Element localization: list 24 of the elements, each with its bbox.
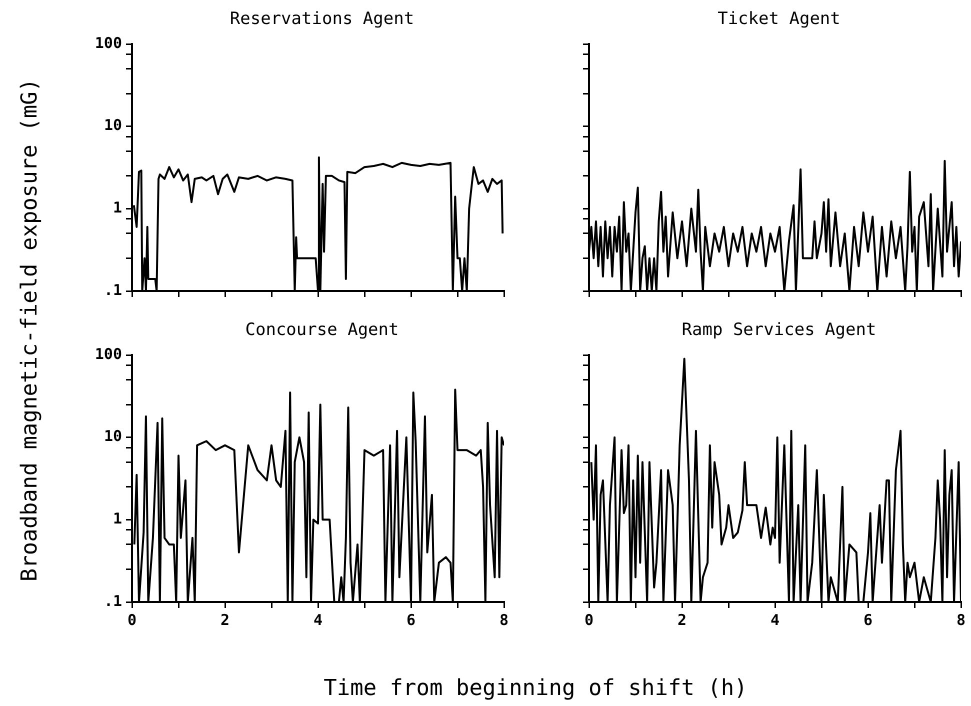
y-tick-label: .1: [104, 592, 122, 610]
x-tick-label: 6: [863, 610, 873, 629]
x-tick-label: 6: [406, 610, 416, 629]
chart-title: Ramp Services Agent: [680, 320, 878, 340]
y-tick-label: 100: [94, 34, 122, 52]
chart-title: Reservations Agent: [228, 9, 416, 29]
x-tick-label: 2: [677, 610, 687, 629]
y-tick-label: .1: [104, 280, 122, 299]
x-axis-title: Time from beginning of shift (h): [322, 676, 748, 701]
x-tick-label: 0: [127, 610, 137, 629]
chart-title: Concourse Agent: [245, 320, 399, 340]
y-tick-label: 100: [94, 344, 122, 363]
y-tick-label: 1: [112, 198, 122, 217]
y-tick-label: 10: [104, 116, 122, 134]
chart-title: Ticket Agent: [716, 9, 842, 29]
x-tick-label: 8: [499, 610, 509, 629]
x-tick-label: 4: [313, 610, 323, 629]
x-tick-label: 2: [220, 610, 230, 629]
y-tick-label: 1: [112, 510, 122, 528]
x-tick-label: 8: [956, 610, 966, 629]
x-tick-label: 0: [584, 610, 594, 629]
y-tick-label: 10: [104, 427, 122, 446]
y-axis-title: Broadband magnetic-field exposure (mG): [18, 78, 42, 582]
x-tick-label: 4: [770, 610, 780, 629]
